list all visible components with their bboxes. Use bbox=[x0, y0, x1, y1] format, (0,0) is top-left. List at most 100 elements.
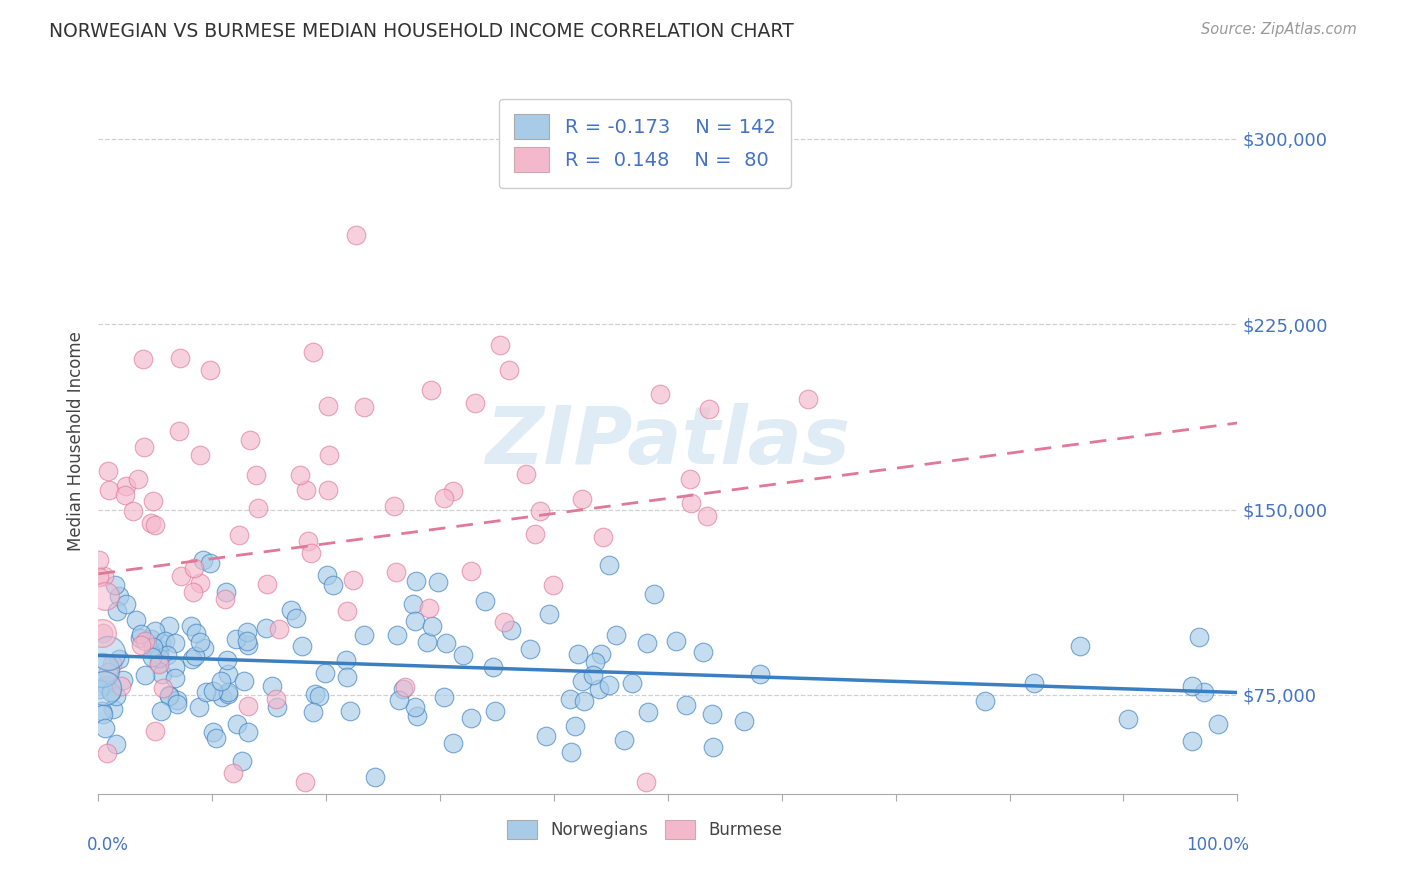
Point bbox=[143, 624, 166, 638]
Point bbox=[148, 651, 170, 665]
Point bbox=[94, 721, 117, 735]
Point bbox=[583, 655, 606, 669]
Point bbox=[1069, 639, 1091, 653]
Point bbox=[536, 729, 558, 743]
Point bbox=[613, 732, 636, 747]
Point bbox=[225, 717, 247, 731]
Point bbox=[1188, 630, 1211, 644]
Point bbox=[166, 692, 188, 706]
Point bbox=[108, 652, 131, 666]
Point bbox=[195, 685, 218, 699]
Point bbox=[280, 603, 302, 617]
Point bbox=[152, 681, 174, 695]
Text: ZIPatlas: ZIPatlas bbox=[485, 402, 851, 481]
Point bbox=[301, 344, 323, 359]
Point bbox=[592, 530, 614, 544]
Point bbox=[239, 433, 262, 447]
Point bbox=[163, 671, 186, 685]
Point bbox=[420, 618, 443, 632]
Point bbox=[339, 704, 361, 718]
Point bbox=[560, 745, 582, 759]
Point bbox=[290, 639, 312, 653]
Point bbox=[974, 694, 997, 708]
Point bbox=[318, 399, 340, 413]
Point bbox=[128, 631, 150, 645]
Legend: Norwegians, Burmese: Norwegians, Burmese bbox=[498, 810, 793, 849]
Point bbox=[105, 690, 128, 704]
Point bbox=[1022, 675, 1045, 690]
Point bbox=[524, 526, 547, 541]
Point bbox=[148, 656, 170, 670]
Point bbox=[209, 673, 232, 688]
Point bbox=[342, 573, 364, 587]
Point bbox=[198, 363, 221, 377]
Point bbox=[125, 613, 148, 627]
Point bbox=[238, 724, 260, 739]
Point bbox=[233, 674, 256, 689]
Point bbox=[91, 706, 114, 721]
Point bbox=[433, 690, 456, 704]
Point bbox=[402, 597, 425, 611]
Point bbox=[146, 640, 169, 655]
Point bbox=[797, 392, 820, 407]
Point bbox=[484, 704, 506, 718]
Point bbox=[418, 601, 440, 615]
Point bbox=[405, 615, 427, 629]
Point bbox=[236, 699, 259, 714]
Point bbox=[163, 635, 186, 649]
Point bbox=[254, 621, 277, 635]
Point bbox=[387, 628, 409, 642]
Point bbox=[170, 569, 193, 583]
Point bbox=[494, 615, 516, 629]
Point bbox=[335, 653, 357, 667]
Point bbox=[634, 774, 657, 789]
Point bbox=[188, 448, 211, 462]
Point bbox=[316, 483, 339, 497]
Point bbox=[344, 227, 367, 242]
Point bbox=[266, 699, 288, 714]
Point bbox=[301, 705, 323, 719]
Point bbox=[482, 660, 505, 674]
Point bbox=[148, 647, 170, 661]
Point bbox=[499, 623, 522, 637]
Point bbox=[89, 553, 111, 567]
Point bbox=[188, 575, 211, 590]
Point bbox=[529, 504, 551, 518]
Point bbox=[605, 627, 627, 641]
Point bbox=[692, 645, 714, 659]
Point bbox=[100, 657, 122, 672]
Point bbox=[749, 666, 772, 681]
Point bbox=[322, 578, 344, 592]
Point bbox=[222, 766, 245, 780]
Point bbox=[394, 680, 416, 694]
Point bbox=[215, 584, 238, 599]
Point bbox=[225, 632, 247, 646]
Point bbox=[93, 626, 115, 640]
Point bbox=[131, 627, 153, 641]
Point bbox=[94, 678, 117, 692]
Point bbox=[93, 681, 115, 695]
Point bbox=[96, 646, 118, 660]
Point bbox=[97, 665, 120, 679]
Point bbox=[637, 705, 659, 719]
Point bbox=[180, 619, 202, 633]
Point bbox=[157, 688, 180, 702]
Point bbox=[105, 738, 128, 752]
Point bbox=[183, 560, 205, 574]
Point bbox=[103, 702, 125, 716]
Point bbox=[385, 565, 408, 579]
Point bbox=[382, 499, 405, 513]
Point bbox=[134, 634, 156, 648]
Point bbox=[564, 719, 586, 733]
Point bbox=[571, 674, 593, 689]
Point bbox=[404, 700, 426, 714]
Point bbox=[297, 533, 319, 548]
Point bbox=[107, 589, 129, 603]
Point bbox=[648, 387, 671, 401]
Point bbox=[245, 468, 267, 483]
Text: NORWEGIAN VS BURMESE MEDIAN HOUSEHOLD INCOME CORRELATION CHART: NORWEGIAN VS BURMESE MEDIAN HOUSEHOLD IN… bbox=[49, 22, 794, 41]
Point bbox=[700, 706, 723, 721]
Point bbox=[464, 396, 486, 410]
Point bbox=[167, 424, 190, 438]
Point bbox=[236, 634, 259, 648]
